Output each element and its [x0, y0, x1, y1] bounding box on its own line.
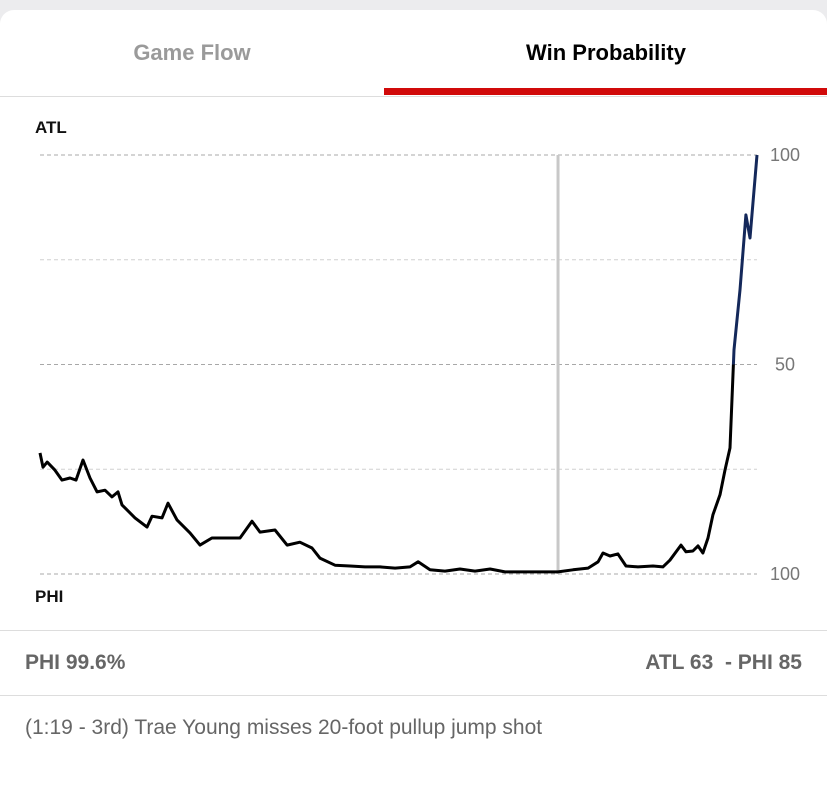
top-team: ATL — [35, 118, 67, 137]
tab-win-probability[interactable]: Win Probability — [526, 40, 686, 65]
divider — [0, 695, 827, 696]
bottom-team: PHI — [35, 587, 63, 606]
score: ATL 63 - PHI 85 — [645, 651, 802, 674]
play-description: (1:19 - 3rd) Trae Young misses 20-foot p… — [25, 716, 543, 739]
win-probability-line — [38, 154, 759, 574]
divider — [0, 630, 827, 631]
card: Game Flow Win Probability — [0, 10, 827, 799]
tab-divider — [0, 96, 827, 97]
y-tick-label: 100 — [770, 145, 800, 165]
y-tick-label: 50 — [775, 355, 795, 375]
y-tick-label: 100 — [770, 564, 800, 584]
tab-game-flow[interactable]: Game Flow — [133, 40, 251, 65]
tab-indicator — [384, 88, 827, 95]
probability: PHI 99.6% — [25, 651, 126, 674]
